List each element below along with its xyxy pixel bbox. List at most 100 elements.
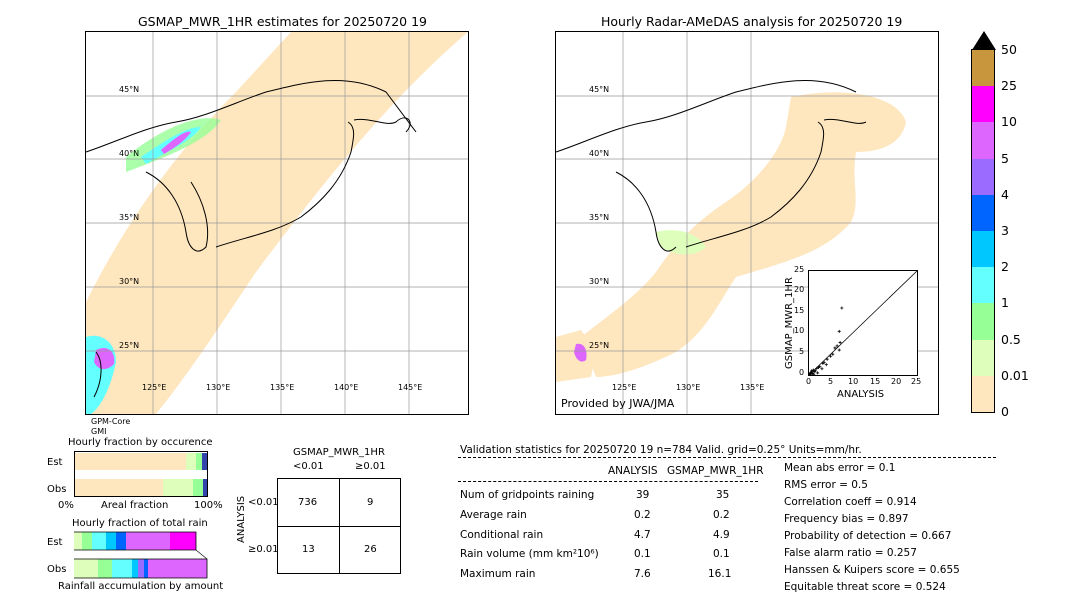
colorbar-tick-label: 4: [1001, 186, 1009, 202]
lat-label: 30°N: [589, 277, 610, 286]
right-rain-patch: [574, 343, 587, 362]
scatter-canvas: [807, 270, 918, 377]
lon-label: 135°E: [270, 383, 295, 392]
scatter-point: [824, 363, 828, 367]
score-correlation: Correlation coeff = 0.914: [784, 496, 917, 508]
lat-label: 40°N: [119, 149, 140, 158]
scatter-point: [825, 357, 829, 361]
scatter-point: [811, 368, 815, 372]
stat-row-label: Rain volume (mm km²10⁶): [460, 548, 599, 560]
right-map: 45°N 40°N 35°N 30°N 25°N 125°E 130°E 135…: [555, 31, 939, 415]
lat-label: 45°N: [119, 85, 140, 94]
total-rain-obs-seg: [112, 559, 132, 578]
total-rain-obs-seg: [148, 559, 207, 578]
total-rain-axis-label: Rainfall accumulation by amount: [58, 581, 224, 592]
colorbar-segment: [972, 50, 994, 87]
occurrence-est-label: Est: [47, 457, 63, 468]
contingency-col-2: ≥0.01: [355, 461, 386, 472]
score-far: False alarm ratio = 0.257: [784, 547, 917, 559]
lat-label: 35°N: [119, 213, 140, 222]
stat-row-analysis: 4.7: [634, 529, 651, 541]
score-rmse: RMS error = 0.5: [784, 479, 868, 491]
stat-row-gsmap: 0.2: [713, 509, 730, 521]
scatter-ytick: 25: [794, 265, 805, 274]
occurrence-est-bar-light: [186, 453, 196, 470]
total-rain-obs-seg: [74, 559, 98, 578]
scatter-point: [831, 352, 835, 356]
total-rain-obs-seg: [132, 559, 138, 578]
contingency-row-1: <0.01: [248, 497, 279, 508]
colorbar: [971, 49, 995, 413]
total-rain-est-seg: [170, 532, 196, 550]
contingency-cell-hit-none: 736: [298, 497, 318, 508]
validation-table-divider: [458, 481, 758, 482]
scatter-xtick: 25: [911, 377, 922, 386]
stat-row-gsmap: 16.1: [708, 568, 732, 580]
colorbar-tick-label: 1: [1001, 295, 1009, 311]
scatter-xtick: 20: [891, 377, 902, 386]
right-coverage: [581, 92, 906, 377]
colorbar-tick-label: 0: [1001, 404, 1009, 419]
scatter-ytick: 10: [794, 326, 805, 335]
total-rain-frame: [74, 531, 208, 579]
lon-label: 125°E: [612, 383, 637, 392]
scatter-point: [822, 361, 826, 365]
scatter-xtick: 10: [848, 377, 859, 386]
lon-label: 130°E: [676, 383, 701, 392]
scatter-point: [829, 354, 833, 358]
scatter-point: [835, 344, 839, 348]
occurrence-axis-label: Areal fraction: [101, 500, 169, 511]
right-map-title: Hourly Radar-AMeDAS analysis for 2025072…: [601, 14, 903, 29]
validation-col-gsmap: GSMAP_MWR_1HR: [667, 465, 764, 477]
colorbar-segment: [972, 375, 994, 412]
occurrence-est-bar-dry: [75, 453, 186, 470]
occurrence-obs-bar-heavy: [203, 479, 207, 496]
score-ets: Equitable threat score = 0.524: [784, 581, 946, 593]
colorbar-segment: [972, 267, 994, 304]
stat-row-label: Maximum rain: [460, 568, 536, 580]
validation-col-analysis: ANALYSIS: [608, 465, 658, 477]
occurrence-frame: [74, 451, 208, 497]
scatter-point: [838, 341, 842, 345]
scatter-ytick: 5: [799, 347, 805, 356]
colorbar-tick-label: 0.5: [1001, 331, 1021, 347]
scatter-point: [816, 371, 820, 375]
lon-label: 125°E: [142, 383, 167, 392]
stat-row-analysis: 0.1: [634, 548, 651, 560]
contingency-cell-hit: 26: [364, 544, 377, 555]
stat-row-gsmap: 4.9: [713, 529, 730, 541]
contingency-table: 736 9 13 26: [277, 478, 401, 574]
scatter-ytick: 0: [799, 368, 805, 377]
scatter-point: [815, 366, 819, 370]
scatter-ytick: 20: [794, 285, 805, 294]
stat-row-label: Num of gridpoints raining: [460, 489, 595, 501]
occurrence-obs-bar-light: [163, 479, 193, 496]
data-credit: Provided by JWA/JMA: [561, 397, 675, 410]
colorbar-segment: [972, 86, 994, 123]
stat-row-label: Average rain: [460, 509, 527, 521]
lon-label: 135°E: [740, 383, 765, 392]
total-rain-outline: [74, 531, 208, 579]
occurrence-est-bar-heavy: [202, 453, 207, 470]
stat-row-gsmap: 0.1: [713, 548, 730, 560]
occurrence-obs-bar-mid: [193, 479, 203, 496]
contingency-row-2: ≥0.01: [248, 544, 279, 555]
lon-label: 140°E: [334, 383, 359, 392]
scatter-point: [837, 348, 841, 352]
scatter-point: [813, 369, 817, 373]
lat-label: 25°N: [119, 341, 140, 350]
scatter-point: [820, 367, 824, 371]
lat-label: 45°N: [589, 85, 610, 94]
occurrence-axis-right: 100%: [194, 500, 223, 511]
lat-label: 25°N: [589, 341, 610, 350]
colorbar-segment: [972, 194, 994, 231]
contingency-col-1: <0.01: [293, 461, 324, 472]
stat-row-gsmap: 35: [716, 489, 730, 501]
total-rain-est-label: Est: [47, 537, 63, 548]
total-rain-est-seg: [92, 532, 106, 550]
left-rain-patch: [161, 131, 191, 154]
lat-label: 35°N: [589, 213, 610, 222]
one-to-one-line: [808, 270, 918, 376]
colorbar-extend-arrow: [972, 31, 996, 50]
lat-label: 30°N: [119, 277, 140, 286]
